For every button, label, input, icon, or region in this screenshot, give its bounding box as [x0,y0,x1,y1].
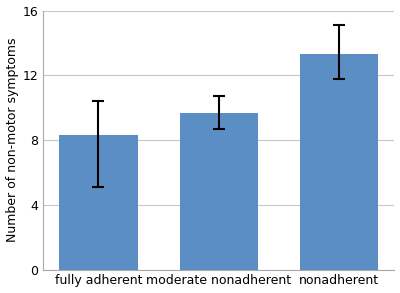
Bar [300,54,378,270]
Bar [59,135,138,270]
Bar [180,113,258,270]
Y-axis label: Number of non-motor symptoms: Number of non-motor symptoms [6,38,18,242]
